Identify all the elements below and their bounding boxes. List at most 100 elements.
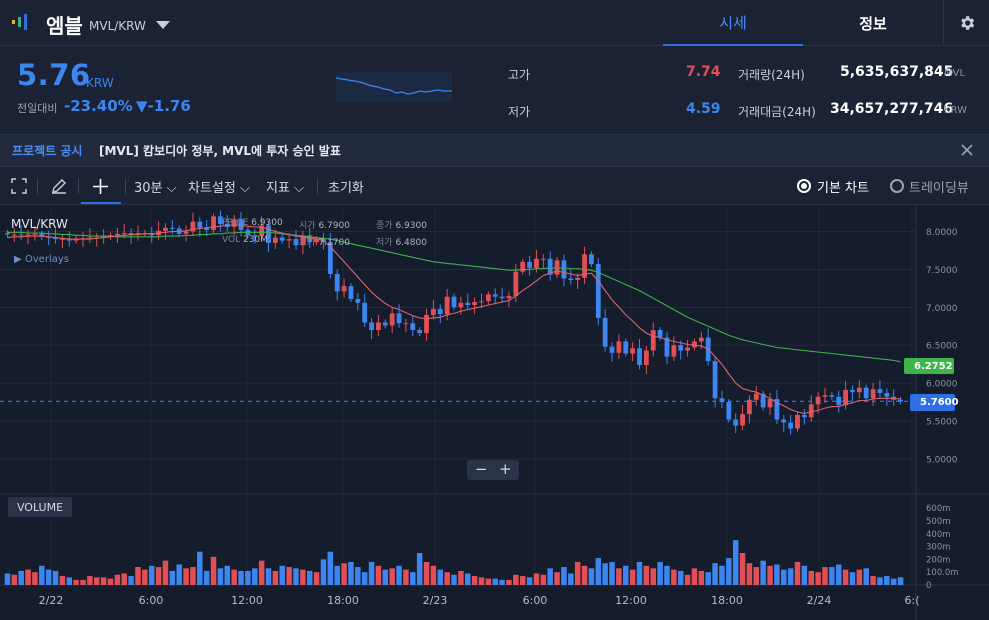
volume-bar [485, 578, 492, 585]
volume-bar [815, 572, 821, 585]
ohlc-open-value: 6.7900 [318, 221, 350, 231]
candle-body [73, 239, 79, 241]
candle-body [362, 302, 368, 323]
volume-bar [629, 569, 636, 585]
reset-button[interactable]: 초기화 [328, 181, 364, 196]
chart-area[interactable] [0, 205, 989, 620]
chart-settings-dropdown[interactable]: 차트설정 ⌵ [188, 177, 250, 196]
candle-body [211, 216, 216, 231]
volume-bar [59, 576, 66, 585]
candle-body [712, 361, 718, 399]
volume-bar [664, 565, 670, 585]
crosshair-button[interactable] [81, 168, 121, 204]
candle-body [18, 234, 24, 236]
volume-bar [52, 570, 59, 585]
volume-bar [705, 572, 711, 585]
volume-bar [684, 574, 691, 585]
volume-bar [657, 561, 663, 585]
overlays-toggle[interactable]: ▶ Overlays [14, 254, 69, 265]
ma-price-tag-value: 6.2752 [914, 360, 953, 372]
candle-body [355, 298, 361, 303]
volume-label: VOLUME [8, 497, 72, 517]
volume-bar [602, 563, 608, 585]
current-price: 5.76 [17, 58, 91, 92]
mvl-logo-icon [12, 14, 27, 30]
candle-body [795, 414, 800, 429]
candle-body [850, 389, 855, 393]
chevron-down-icon[interactable] [156, 21, 170, 29]
volume-bar [464, 573, 471, 585]
volume-bar [114, 574, 121, 585]
candle-body [279, 237, 285, 241]
candlestick-chart[interactable]: 8.0000 7.5000 7.0000 6.5000 6.0000 5.5000 5.00… [0, 205, 989, 620]
volume-bar [327, 551, 334, 585]
volume-bar [190, 567, 196, 585]
indicators-dropdown[interactable]: 지표 ⌵ [266, 177, 304, 196]
ohlc-close-key: 종가 [376, 221, 393, 231]
volume-bar [231, 569, 237, 585]
volume-bar [568, 573, 574, 585]
candle-body [767, 399, 773, 408]
volume-bar [526, 577, 533, 585]
zoom-in-button[interactable]: + [499, 460, 512, 478]
chart-toolbar [0, 167, 989, 205]
volume-bar [320, 559, 327, 585]
candle-body [424, 314, 429, 334]
volume-axis-label: 300m [926, 543, 951, 553]
tradingview-radio[interactable] [890, 179, 904, 193]
volume-bar [258, 560, 265, 585]
volume-bar [581, 565, 588, 585]
candle-body [389, 313, 395, 326]
candle-body [506, 295, 512, 299]
tab-info[interactable]: 정보 [859, 14, 887, 33]
candle-body [53, 237, 58, 240]
volume-bar [410, 572, 416, 585]
candle-body [499, 296, 505, 299]
ohlc-close: 종가 6.9300 [376, 218, 427, 231]
volume-bar [547, 568, 553, 585]
volume-bar [767, 565, 773, 585]
volume-bar [554, 572, 560, 585]
candle-body [801, 414, 807, 418]
volume-bar [18, 570, 24, 585]
tab-quote[interactable]: 시세 [663, 0, 803, 46]
interval-dropdown[interactable]: 30분 ⌵ [134, 177, 177, 196]
volume-bar [444, 572, 450, 585]
candle-body [740, 414, 745, 426]
volume-bar [368, 561, 375, 585]
volume-bar [265, 568, 272, 585]
volume-bar [842, 569, 849, 585]
volume-bar [877, 577, 883, 585]
volume-bar [849, 572, 856, 585]
close-icon[interactable] [957, 140, 977, 160]
volume-axis-label: 400m [926, 530, 951, 540]
settings-button[interactable] [943, 0, 989, 46]
pair-label[interactable]: MVL/KRW [89, 19, 146, 33]
volume-bar [306, 570, 313, 585]
candle-body [238, 219, 244, 231]
tradingview-label[interactable]: 트레이딩뷰 [909, 181, 969, 196]
basic-chart-radio[interactable] [797, 179, 811, 193]
notice-link[interactable]: [MVL] 캄보디아 정부, MVL에 투자 승인 발표 [99, 144, 341, 158]
volume-bar [300, 569, 306, 585]
basic-chart-label[interactable]: 기본 차트 [817, 181, 869, 196]
candle-body [327, 242, 333, 274]
zoom-out-button[interactable]: − [475, 460, 488, 478]
candle-body [589, 254, 594, 265]
candle-body [417, 330, 423, 334]
volume-bar [66, 577, 73, 585]
volume-bar [121, 573, 127, 585]
fullscreen-icon[interactable] [11, 178, 27, 194]
candle-body [348, 286, 354, 299]
volume-bar [719, 565, 725, 585]
candle-body [582, 254, 587, 278]
ohlc-vol-value: 230M [242, 235, 268, 245]
price-axis-label: 6.0000 [926, 380, 958, 390]
candle-body [135, 233, 141, 235]
moving-averages [0, 224, 916, 414]
pencil-icon[interactable] [50, 177, 68, 195]
ohlc-price: PRICE 6.9300 [222, 218, 283, 228]
candle-body [376, 322, 381, 331]
price-sparkline [336, 72, 452, 102]
notice-tag: 프로젝트 공시 [12, 144, 83, 158]
